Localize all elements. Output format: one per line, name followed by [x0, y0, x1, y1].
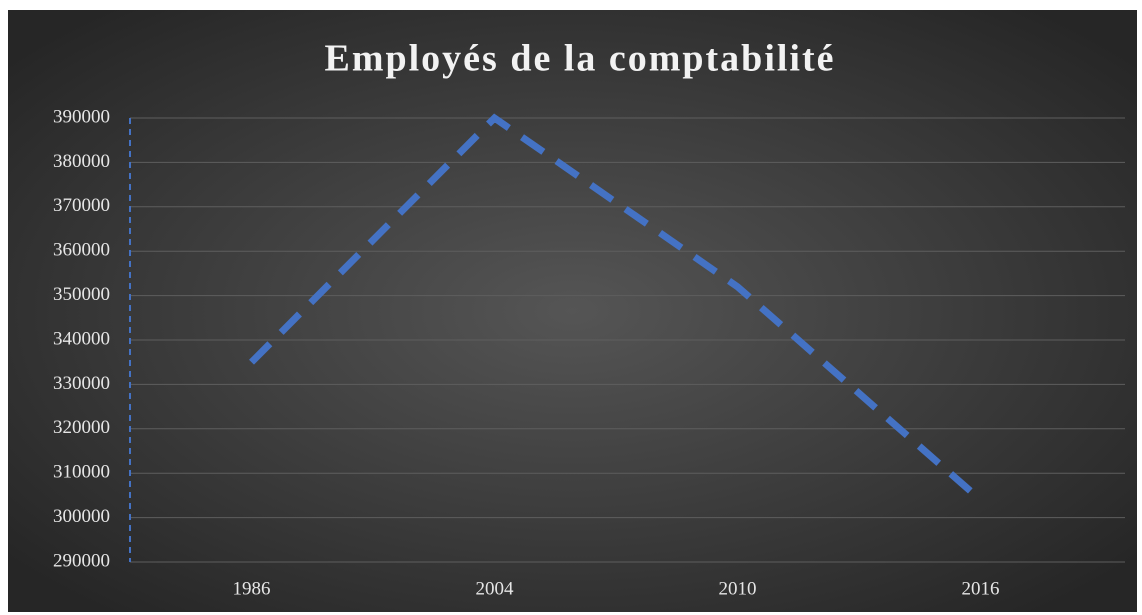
y-tick-label: 370000: [53, 195, 110, 216]
y-tick-label: 320000: [53, 417, 110, 438]
data-line: [249, 113, 983, 503]
y-tick-label: 350000: [53, 284, 110, 305]
x-tick-label: 1986: [233, 578, 271, 599]
x-tick-label: 2016: [962, 578, 1000, 599]
y-tick-label: 300000: [53, 506, 110, 527]
x-tick-label: 2004: [476, 578, 515, 599]
y-tick-label: 390000: [53, 106, 110, 127]
chart-background: [8, 10, 1137, 612]
y-tick-label: 360000: [53, 240, 110, 261]
y-tick-label: 380000: [53, 151, 110, 172]
y-tick-label: 330000: [53, 373, 110, 394]
y-tick-label: 290000: [53, 550, 110, 571]
chart-title: Employés de la comptabilité: [324, 38, 835, 80]
x-tick-label: 2010: [719, 578, 757, 599]
y-tick-label: 340000: [53, 328, 110, 349]
y-tick-label: 310000: [53, 462, 110, 483]
